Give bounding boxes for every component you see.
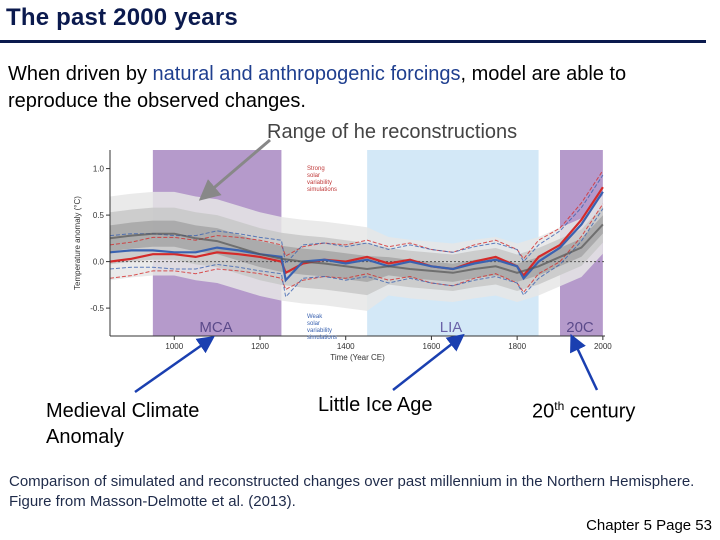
period-label-lia: LIA xyxy=(440,319,463,336)
series-line-2 xyxy=(109,191,604,283)
strong-solar-annotation: variability xyxy=(307,180,332,186)
x-tick-label: 1000 xyxy=(165,342,183,351)
title-rule xyxy=(0,40,706,43)
series-spread-lower-2 xyxy=(109,208,604,298)
weak-solar-annotation: simulations xyxy=(307,335,337,341)
series-spread-lower-1 xyxy=(109,203,604,294)
period-label-20c: 20C xyxy=(566,319,594,336)
y-tick-label: 0.5 xyxy=(93,211,105,220)
x-tick-label: 1800 xyxy=(508,342,526,351)
period-label-mca: MCA xyxy=(199,319,232,336)
x-tick-label: 1400 xyxy=(337,342,355,351)
strong-solar-annotation: simulations xyxy=(307,187,337,193)
y-tick-label: 1.0 xyxy=(93,165,105,174)
x-tick-label: 1600 xyxy=(423,342,441,351)
weak-solar-annotation: variability xyxy=(307,328,332,334)
lia-pointer-arrow xyxy=(392,333,465,391)
mca-pointer-arrow xyxy=(134,335,215,394)
range-pointer-arrow xyxy=(198,138,271,201)
strong-solar-annotation: Strong xyxy=(307,166,325,172)
series-spread-upper-2 xyxy=(109,174,604,265)
20c-pointer-arrow xyxy=(570,333,599,391)
weak-solar-annotation: Weak xyxy=(307,314,323,320)
strong-solar-annotation: solar xyxy=(307,173,320,179)
x-tick-label: 2000 xyxy=(594,342,612,351)
range-label: Range of he reconstructions xyxy=(267,121,518,143)
mca-callout: Medieval Climate Anomaly xyxy=(46,400,200,448)
slide-title: The past 2000 years xyxy=(6,4,238,31)
intro-text: When driven by natural and anthropogenic… xyxy=(8,61,708,115)
page-footer: Chapter 5 Page 53 xyxy=(586,517,712,534)
weak-solar-annotation: solar xyxy=(307,321,320,327)
x-tick-label: 1200 xyxy=(251,342,269,351)
intro-before: When driven by xyxy=(8,63,153,85)
y-tick-label: 0.0 xyxy=(93,258,105,267)
20c-callout: 20th century xyxy=(532,393,635,425)
series-line-3 xyxy=(109,223,604,274)
20c-rest: century xyxy=(564,400,636,423)
y-axis-label: Temperature anomaly (°C) xyxy=(73,196,82,290)
x-axis-label: Time (Year CE) xyxy=(330,353,385,362)
lia-callout: Little Ice Age xyxy=(318,394,433,416)
plot-area: -0.5 0.0 0.5 1.0 1000 1200 1400 1600 1800 2000 Tim… xyxy=(73,150,612,362)
20c-number: 20 xyxy=(532,400,555,423)
intro-highlight: natural and anthropogenic forcings xyxy=(152,63,461,85)
y-tick-label: -0.5 xyxy=(90,304,104,313)
reconstruction-envelope-3 xyxy=(110,215,603,283)
intro-after: , model are able to reproduce the observ… xyxy=(8,63,627,112)
20c-sup: th xyxy=(554,399,565,413)
figure-caption: Comparison of simulated and reconstructe… xyxy=(9,473,695,510)
